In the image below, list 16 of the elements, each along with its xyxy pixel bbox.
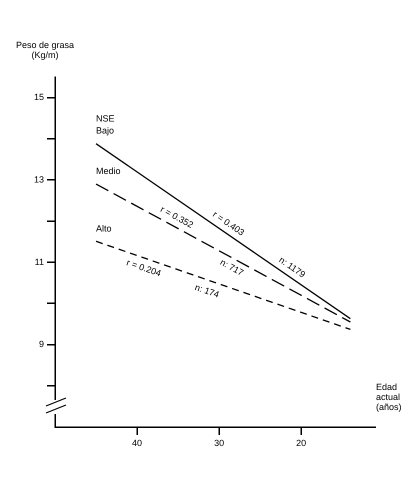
- series-label: NSE Bajo: [96, 114, 115, 136]
- annotation: n: 1179: [277, 254, 308, 280]
- y-tick-label: 9: [38, 339, 44, 350]
- y-tick-label: 13: [34, 174, 44, 184]
- annotation: n: 174: [194, 282, 221, 300]
- y-axis-title: Peso de grasa (Kg/m): [14, 40, 76, 60]
- x-tick-label: 30: [214, 438, 224, 448]
- annotation: n: 717: [218, 257, 246, 278]
- x-tick-label: 40: [132, 438, 142, 448]
- series-label: Medio: [96, 166, 121, 176]
- y-tick-label: 15: [34, 92, 44, 102]
- y-tick-label: 11: [34, 256, 44, 267]
- series-label: Alto: [96, 223, 112, 234]
- x-axis-title: Edad actual (años): [376, 382, 403, 412]
- x-tick-label: 20: [296, 438, 306, 448]
- annotation: r = 0.204: [125, 257, 162, 278]
